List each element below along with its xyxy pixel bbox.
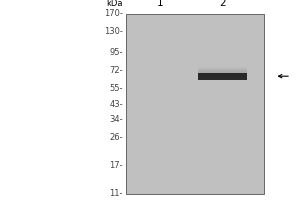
Bar <box>198 74 248 75</box>
Text: 17-: 17- <box>110 161 123 170</box>
Text: 43-: 43- <box>110 100 123 109</box>
Text: 1: 1 <box>157 0 164 8</box>
Bar <box>198 73 248 74</box>
Text: 2: 2 <box>219 0 226 8</box>
Text: 11-: 11- <box>110 190 123 198</box>
Text: 95-: 95- <box>110 48 123 57</box>
Text: 34-: 34- <box>110 115 123 124</box>
Bar <box>198 71 248 72</box>
Bar <box>126 14 264 194</box>
Bar <box>198 72 248 73</box>
Bar <box>198 65 248 66</box>
Text: 170-: 170- <box>104 9 123 19</box>
Bar <box>198 69 248 70</box>
Text: 55-: 55- <box>110 84 123 93</box>
Bar <box>198 67 248 68</box>
Text: 130-: 130- <box>104 27 123 36</box>
Bar <box>198 75 248 76</box>
Bar <box>198 78 248 79</box>
Bar <box>198 79 248 80</box>
Bar <box>198 66 248 67</box>
Text: kDa: kDa <box>106 0 123 8</box>
Text: 26-: 26- <box>110 133 123 142</box>
Bar <box>198 76 248 77</box>
Bar <box>198 73 248 80</box>
Bar <box>198 77 248 78</box>
Bar <box>198 68 248 69</box>
Text: 72-: 72- <box>110 66 123 75</box>
Bar <box>198 70 248 71</box>
